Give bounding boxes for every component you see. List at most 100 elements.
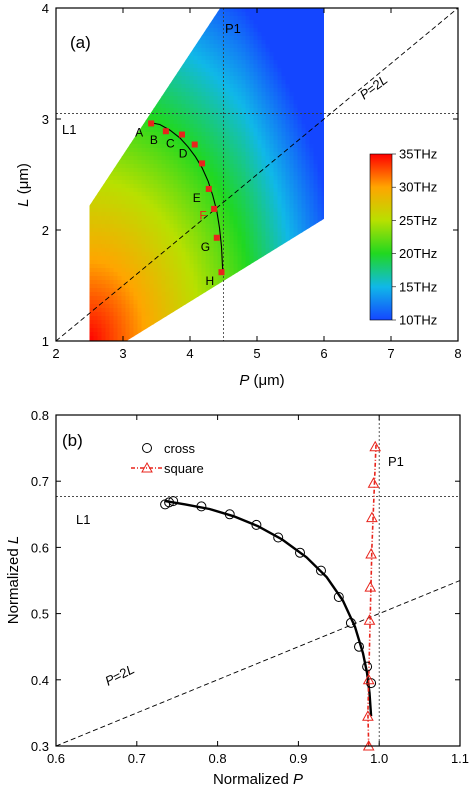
cross-point: [316, 565, 326, 576]
p1-label-b: P1: [388, 454, 404, 469]
cross-point: [354, 641, 364, 652]
cross-point: [345, 617, 356, 628]
diagonal-line-b: [56, 580, 460, 746]
colorbar-label: 20THz: [399, 246, 437, 261]
x-tick-label-b: 1.0: [370, 751, 388, 766]
colorbar: [369, 153, 393, 321]
colorbar-label: 30THz: [399, 180, 437, 195]
cross-point: [333, 592, 344, 602]
design-point: [148, 120, 155, 127]
square-point: [364, 581, 377, 592]
data-points-b: [160, 440, 382, 751]
x-tick-label-a: 5: [253, 346, 260, 361]
square-point: [366, 511, 378, 523]
y-tick-label-a: 3: [42, 112, 49, 127]
design-point-label: D: [179, 147, 188, 161]
x-tick-label-a: 6: [320, 346, 327, 361]
legend: cross square: [131, 441, 204, 476]
axis-ticks-b: 0.6 0.7 0.8 0.9 1.0 1.1 0.3 0.4 0.5 0.6 0.7 0.8: [31, 408, 469, 766]
square-point: [362, 710, 374, 721]
panel-label-a: (a): [70, 33, 91, 52]
frequency-map: [89, 8, 324, 341]
cross-point: [224, 509, 235, 520]
cross-point: [295, 547, 305, 558]
x-tick-label-a: 7: [387, 346, 394, 361]
colorbar-label: 25THz: [399, 213, 437, 228]
diagonal-line-a: [56, 8, 458, 341]
y-tick-label-b: 0.5: [31, 607, 49, 622]
y-axis-label-a: L (μm): [15, 163, 32, 207]
square-fit-curve: [367, 444, 377, 746]
square-point: [362, 673, 375, 685]
y-tick-label-a: 1: [42, 334, 49, 349]
legend-label-cross: cross: [164, 441, 196, 456]
cross-point: [362, 661, 373, 672]
design-point: [178, 131, 185, 138]
design-point: [218, 269, 225, 276]
x-tick-label-a: 8: [454, 346, 461, 361]
panel-b: 0.6 0.7 0.8 0.9 1.0 1.1 0.3 0.4 0.5 0.6 0.7 0.8 (b)…: [5, 408, 469, 788]
design-points: AB CD EF G H: [135, 120, 225, 288]
colorbar-label: 10THz: [399, 313, 437, 328]
colorbar-label: 15THz: [399, 279, 437, 294]
legend-marker-cross: [142, 443, 152, 453]
design-point: [162, 128, 169, 135]
design-point-label: A: [135, 125, 143, 139]
design-point-label: H: [205, 274, 214, 288]
y-tick-label-a: 2: [42, 223, 49, 238]
design-point: [199, 160, 206, 167]
x-tick-label-b: 0.7: [128, 751, 146, 766]
y-tick-label-b: 0.4: [31, 673, 49, 688]
y-tick-label-a: 4: [42, 1, 49, 16]
x-tick-label-a: 2: [52, 346, 59, 361]
x-tick-label-a: 3: [119, 346, 126, 361]
diagonal-label-a: P=2L: [357, 72, 391, 102]
design-point-label: E: [193, 191, 201, 205]
cross-point: [273, 532, 284, 543]
p1-label-a: P1: [225, 21, 241, 36]
design-point: [205, 185, 212, 192]
square-point: [365, 547, 377, 559]
cross-point: [164, 497, 175, 508]
l1-label-a: L1: [62, 122, 76, 137]
diagonal-label-b: P=2L: [103, 661, 137, 688]
y-tick-label-b: 0.7: [31, 474, 49, 489]
design-point: [211, 205, 218, 212]
x-tick-label-b: 0.6: [47, 751, 65, 766]
y-tick-label-b: 0.3: [31, 739, 49, 754]
cross-fit-curve: [164, 499, 373, 717]
design-point-label: B: [150, 133, 158, 147]
square-point: [367, 477, 380, 488]
design-point-label: C: [166, 137, 175, 151]
design-point-label: F: [199, 209, 206, 223]
y-axis-label-b: Normalized L: [5, 536, 22, 624]
design-point: [191, 141, 198, 148]
legend-label-square: square: [164, 461, 204, 476]
x-tick-label-b: 1.1: [451, 751, 469, 766]
y-tick-label-b: 0.6: [31, 540, 49, 555]
design-point: [213, 234, 220, 241]
design-curve-a: [148, 121, 224, 273]
legend-marker-square: [141, 461, 153, 473]
l1-label-b: L1: [76, 512, 90, 527]
reference-lines-b: [56, 415, 460, 746]
cross-point: [168, 496, 179, 507]
reference-lines-a: [56, 8, 458, 341]
colorbar-labels: 35THz 30THz 25THz 20THz 15THz 10THz: [392, 147, 437, 328]
x-tick-label-b: 0.8: [209, 751, 227, 766]
y-tick-label-b: 0.8: [31, 408, 49, 423]
x-tick-label-b: 0.9: [289, 751, 307, 766]
plot-frame-b: [55, 414, 461, 747]
x-tick-label-a: 4: [186, 346, 193, 361]
x-axis-label-a: P (μm): [239, 372, 284, 389]
panel-label-b: (b): [62, 431, 83, 450]
design-point-label: G: [201, 240, 210, 254]
cross-point: [196, 501, 207, 512]
fit-curves-b: [164, 444, 377, 746]
design-curve-line: [148, 121, 224, 273]
x-axis-label-b: Normalized P: [213, 771, 303, 788]
square-point: [363, 614, 376, 625]
